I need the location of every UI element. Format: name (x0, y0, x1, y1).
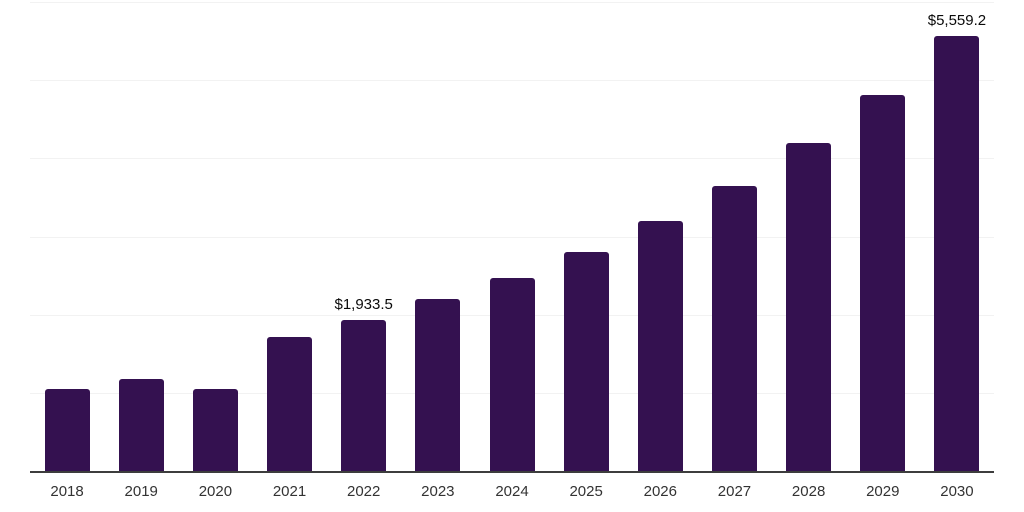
bar-2027[interactable] (711, 186, 757, 471)
x-tick-label-2026: 2026 (643, 483, 677, 500)
x-tick-label-2023: 2023 (421, 483, 455, 500)
x-axis: 2018 2019 2020 2021 2022 2023 2024 2025 2026 2027… (30, 481, 994, 503)
x-tick-label-2030: 2030 (940, 483, 974, 500)
x-tick-label-2028: 2028 (791, 483, 826, 500)
x-tick-label-2022: 2022 (347, 483, 381, 500)
bar-2030[interactable] (934, 36, 980, 471)
x-tick-label-2021: 2021 (272, 483, 307, 500)
bar-2029[interactable] (860, 94, 906, 471)
plot-area: $1,933.5 $5,559.2 (30, 2, 994, 473)
bar-2028[interactable] (786, 143, 832, 471)
x-tick-label-2025: 2025 (569, 483, 603, 500)
bar-2026[interactable] (637, 221, 683, 471)
bar-2022[interactable] (341, 319, 387, 471)
x-tick-label-2029: 2029 (866, 483, 900, 500)
gridline-4000 (30, 158, 994, 160)
x-tick-label-2024: 2024 (495, 483, 529, 500)
x-tick-label-2020: 2020 (198, 483, 233, 500)
gridline-5000 (30, 80, 994, 82)
x-tick-label-2027: 2027 (717, 483, 752, 500)
bar-2021[interactable] (267, 336, 313, 471)
gridline-6000 (30, 2, 994, 3)
bar-2020[interactable] (192, 388, 238, 471)
gridline-3000 (30, 236, 994, 238)
bar-2023[interactable] (415, 298, 461, 471)
x-tick-label-2018: 2018 (50, 483, 84, 500)
value-label-2030: $5,559.2 (927, 12, 987, 30)
x-tick-label-2019: 2019 (124, 483, 158, 500)
bar-2019[interactable] (118, 379, 164, 471)
bar-2025[interactable] (563, 252, 609, 471)
bar-2024[interactable] (489, 278, 535, 471)
value-label-2022: $1,933.5 (334, 295, 393, 313)
bar-2018[interactable] (44, 388, 90, 471)
